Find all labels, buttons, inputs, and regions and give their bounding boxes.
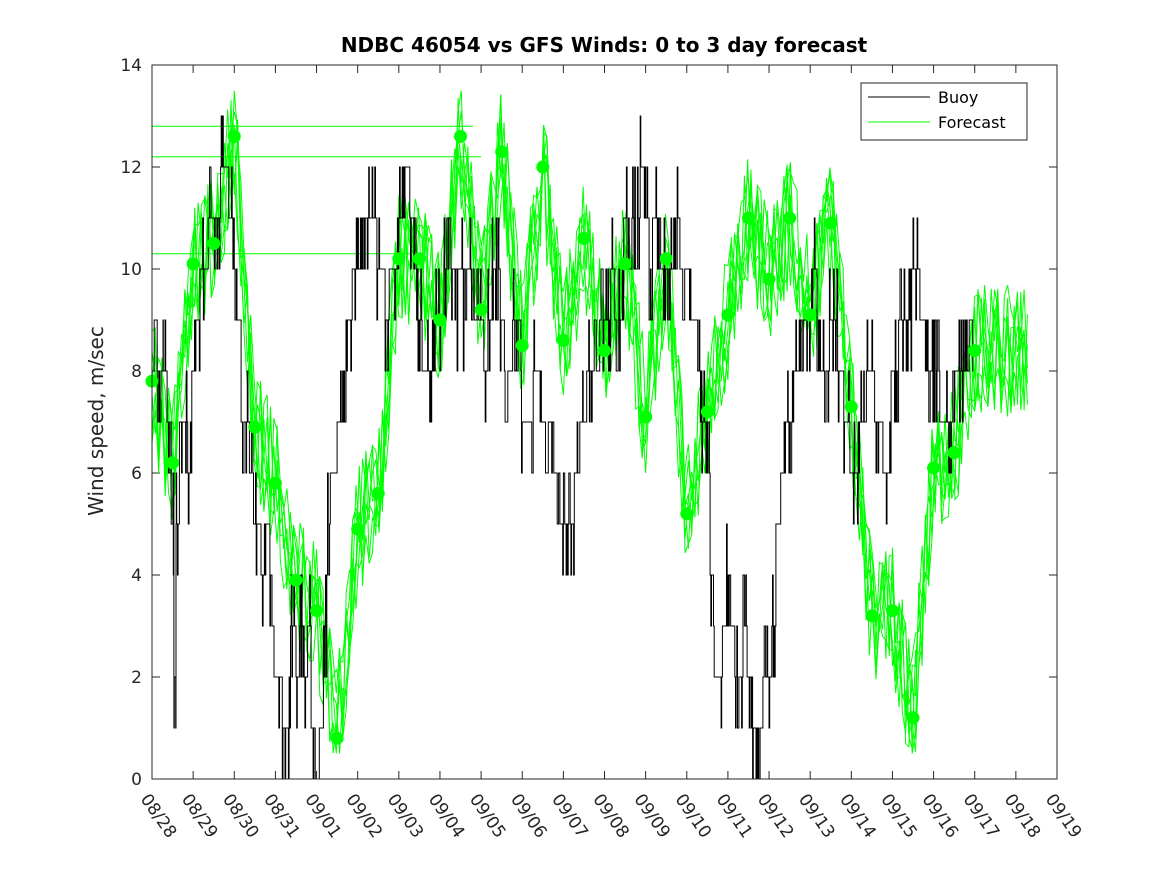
forecast-point bbox=[248, 420, 262, 434]
forecast-point bbox=[659, 252, 673, 266]
forecast-point bbox=[844, 400, 858, 414]
y-tick-label: 8 bbox=[131, 362, 142, 382]
forecast-point bbox=[968, 344, 982, 358]
forecast-point bbox=[207, 237, 221, 250]
forecast-point bbox=[885, 604, 899, 618]
forecast-point bbox=[495, 145, 509, 159]
legend-buoy-label: Buoy bbox=[938, 88, 978, 107]
forecast-point bbox=[803, 308, 817, 322]
forecast-point bbox=[186, 257, 200, 271]
y-tick-label: 14 bbox=[120, 56, 142, 76]
forecast-point bbox=[577, 231, 591, 245]
y-tick-label: 6 bbox=[131, 464, 142, 484]
y-tick-label: 12 bbox=[120, 158, 142, 178]
legend-box bbox=[860, 82, 1028, 141]
forecast-markers bbox=[145, 129, 982, 745]
y-tick-label: 2 bbox=[131, 668, 142, 688]
forecast-point bbox=[289, 573, 303, 587]
y-axis-label: Wind speed, m/sec bbox=[84, 326, 108, 516]
forecast-point bbox=[721, 308, 735, 322]
forecast-point bbox=[741, 211, 755, 225]
y-tick-label: 0 bbox=[131, 770, 142, 790]
forecast-point bbox=[598, 344, 611, 358]
axes-box bbox=[151, 64, 1058, 780]
forecast-series bbox=[151, 90, 1028, 754]
forecast-point bbox=[783, 211, 797, 225]
forecast-point bbox=[268, 476, 282, 490]
forecast-point bbox=[947, 446, 961, 460]
forecast-point bbox=[330, 731, 344, 745]
forecast-point bbox=[310, 604, 324, 618]
forecast-point bbox=[906, 711, 920, 725]
forecast-point bbox=[433, 313, 447, 327]
forecast-line bbox=[151, 94, 1028, 744]
forecast-point bbox=[762, 272, 776, 286]
buoy-series bbox=[152, 115, 974, 780]
forecast-point bbox=[680, 507, 694, 521]
forecast-point bbox=[227, 129, 241, 143]
forecast-point bbox=[392, 252, 406, 266]
forecast-point bbox=[474, 303, 488, 317]
forecast-point bbox=[371, 486, 385, 500]
y-tick-label: 10 bbox=[120, 260, 142, 280]
forecast-point bbox=[618, 257, 632, 271]
forecast-point bbox=[412, 252, 426, 266]
forecast-point bbox=[556, 333, 570, 347]
forecast-point bbox=[515, 339, 529, 352]
forecast-point bbox=[166, 456, 180, 470]
forecast-line bbox=[151, 124, 1028, 754]
forecast-point bbox=[927, 461, 941, 475]
buoy-line bbox=[152, 115, 974, 780]
forecast-point bbox=[454, 129, 468, 143]
forecast-point bbox=[536, 160, 550, 174]
forecast-point bbox=[824, 216, 838, 230]
forecast-point bbox=[865, 609, 879, 623]
chart-title: NDBC 46054 vs GFS Winds: 0 to 3 day fore… bbox=[341, 33, 868, 57]
legend: Buoy Forecast bbox=[860, 82, 1028, 141]
forecast-point bbox=[639, 410, 653, 424]
forecast-point bbox=[351, 522, 365, 536]
legend-forecast-label: Forecast bbox=[938, 113, 1006, 132]
forecast-point bbox=[700, 405, 714, 419]
y-tick-label: 4 bbox=[131, 566, 142, 586]
